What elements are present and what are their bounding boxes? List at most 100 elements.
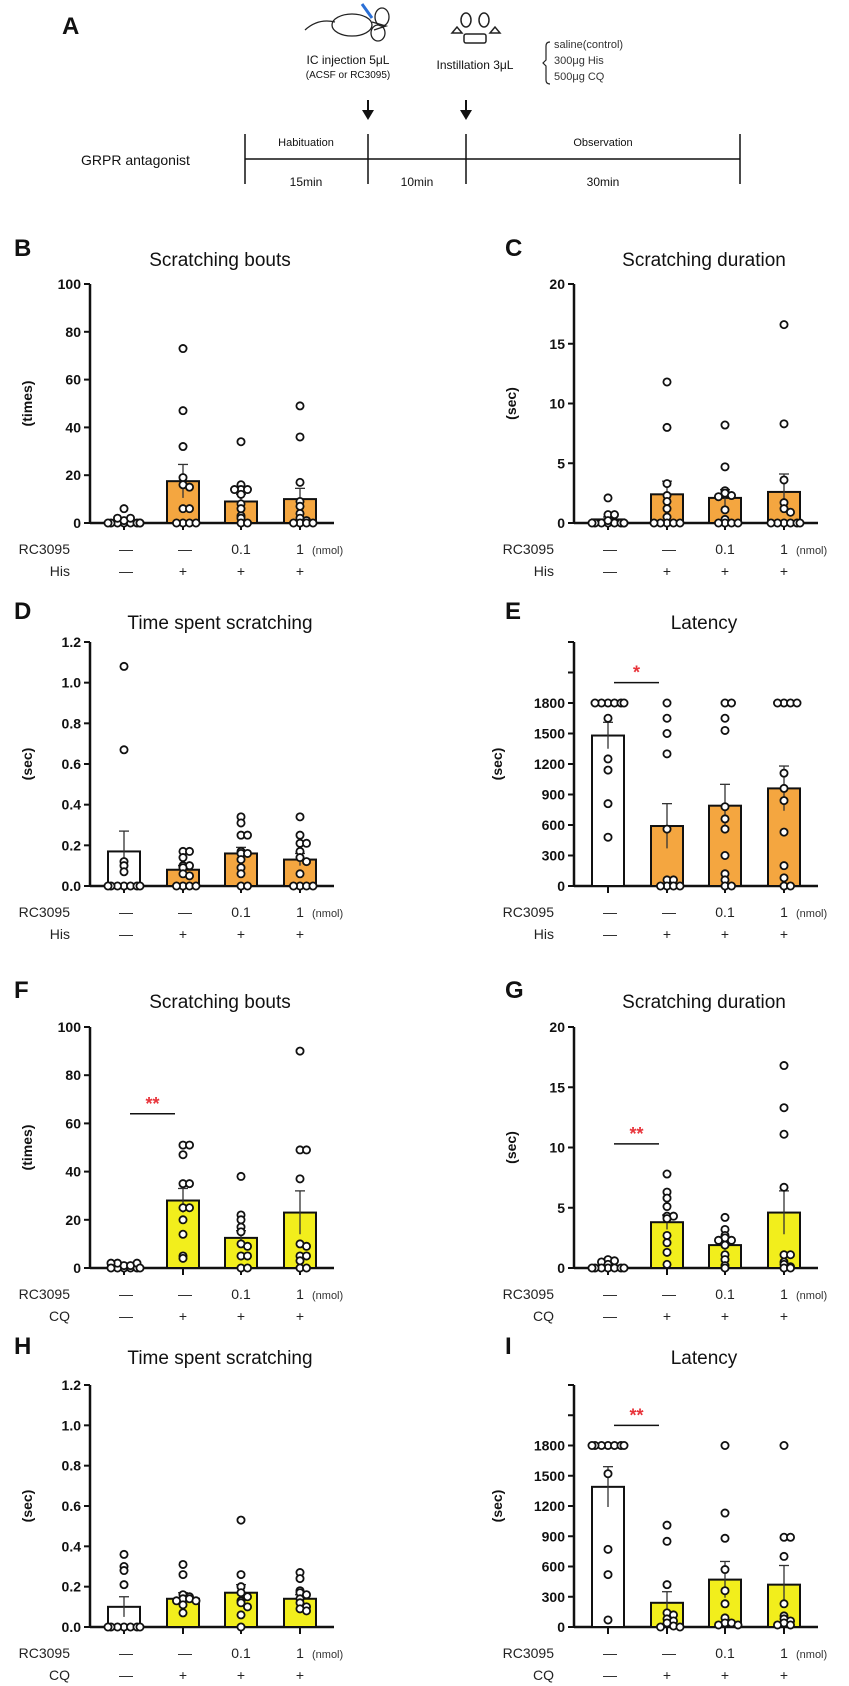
row-value: + — [179, 926, 187, 942]
data-point — [603, 493, 613, 503]
row-unit: (nmol) — [312, 1290, 343, 1302]
data-point — [779, 419, 789, 429]
data-point — [656, 881, 666, 891]
data-point — [603, 754, 613, 764]
data-point — [795, 518, 805, 528]
y-tick-label: 20 — [65, 467, 81, 483]
data-point — [126, 513, 136, 523]
row-value: 0.1 — [715, 1645, 735, 1661]
y-tick-label: 1800 — [534, 1438, 565, 1454]
injection-sublabel: (ACSF or RC3095) — [306, 70, 390, 81]
data-point — [720, 1441, 730, 1451]
row-value: — — [178, 541, 192, 557]
y-tick-label: 1500 — [534, 726, 565, 742]
row-value: — — [662, 1645, 676, 1661]
data-point — [119, 745, 129, 755]
row-value: + — [179, 1667, 187, 1683]
data-point — [178, 1559, 188, 1569]
row-value: — — [603, 904, 617, 920]
phase-duration: 30min — [587, 175, 620, 189]
data-point — [229, 485, 239, 495]
y-tick-label: 10 — [549, 396, 565, 412]
data-point — [727, 1235, 737, 1245]
row-label: RC3095 — [19, 1645, 71, 1661]
data-point — [135, 1263, 145, 1273]
data-point — [779, 796, 789, 806]
data-point — [662, 1536, 672, 1546]
row-unit: (nmol) — [312, 1649, 343, 1661]
data-point — [779, 475, 789, 485]
row-label: CQ — [533, 1667, 554, 1683]
data-point — [733, 1620, 743, 1630]
y-tick-label: 300 — [542, 848, 566, 864]
row-value: + — [780, 563, 788, 579]
data-point — [720, 725, 730, 735]
data-point — [649, 518, 659, 528]
row-value: — — [662, 904, 676, 920]
y-tick-label: 10 — [549, 1140, 565, 1156]
data-point — [295, 869, 305, 879]
data-point — [178, 406, 188, 416]
y-tick-label: 0.6 — [62, 1498, 82, 1514]
y-axis-label: (sec) — [19, 1490, 35, 1523]
chart-panel-e: E Latency (sec) 0 300 600 900 1200 1500 1800 * RC30… — [489, 598, 827, 942]
significance-marker: ** — [629, 1405, 643, 1425]
data-point — [295, 1174, 305, 1184]
data-point — [295, 1046, 305, 1056]
data-point — [675, 881, 685, 891]
data-point — [301, 1241, 311, 1251]
instillation-label: Instillation 3μL — [437, 58, 514, 72]
data-point — [184, 482, 194, 492]
row-value: + — [179, 1308, 187, 1324]
data-point — [779, 1103, 789, 1113]
row-value: 0.1 — [231, 904, 251, 920]
panel-letter: B — [14, 235, 31, 262]
y-tick-label: 5 — [557, 455, 565, 471]
row-value: + — [780, 1667, 788, 1683]
y-tick-label: 0.0 — [62, 878, 82, 894]
data-point — [619, 518, 629, 528]
data-point — [662, 479, 672, 489]
data-point — [301, 1263, 311, 1273]
data-point — [184, 846, 194, 856]
phase-duration: 10min — [401, 175, 434, 189]
data-point — [727, 491, 737, 501]
row-value: 1 — [296, 1645, 304, 1661]
data-point — [720, 814, 730, 824]
row-value: + — [663, 1308, 671, 1324]
chart-title: Latency — [671, 613, 738, 634]
data-point — [662, 698, 672, 708]
data-point — [720, 1599, 730, 1609]
row-value: + — [296, 563, 304, 579]
row-value: + — [179, 563, 187, 579]
data-point — [295, 812, 305, 822]
y-tick-label: 15 — [549, 336, 565, 352]
row-value: — — [119, 563, 133, 579]
y-tick-label: 100 — [58, 276, 82, 292]
data-point — [720, 824, 730, 834]
data-point — [236, 1622, 246, 1632]
data-point — [242, 1241, 252, 1251]
y-tick-label: 0.2 — [62, 837, 82, 853]
y-tick-label: 1.2 — [62, 1377, 82, 1393]
data-point — [603, 516, 613, 526]
data-point — [301, 838, 311, 848]
stimulus-0: saline(control) — [554, 39, 623, 51]
data-point — [786, 881, 796, 891]
row-label: His — [534, 926, 554, 942]
y-tick-label: 20 — [65, 1212, 81, 1228]
panel-a: A IC injection 5μL (ACSF or RC3095) Inst… — [62, 3, 741, 189]
y-axis-label: (sec) — [19, 748, 35, 781]
y-tick-label: 0.6 — [62, 756, 82, 772]
data-point — [766, 518, 776, 528]
data-point — [603, 832, 613, 842]
chart-title: Time spent scratching — [127, 1348, 312, 1369]
data-point — [603, 713, 613, 723]
data-point — [733, 518, 743, 528]
data-point — [295, 501, 305, 511]
data-point — [662, 1230, 672, 1240]
data-point — [103, 881, 113, 891]
data-point — [236, 504, 246, 514]
data-point — [603, 1570, 613, 1580]
